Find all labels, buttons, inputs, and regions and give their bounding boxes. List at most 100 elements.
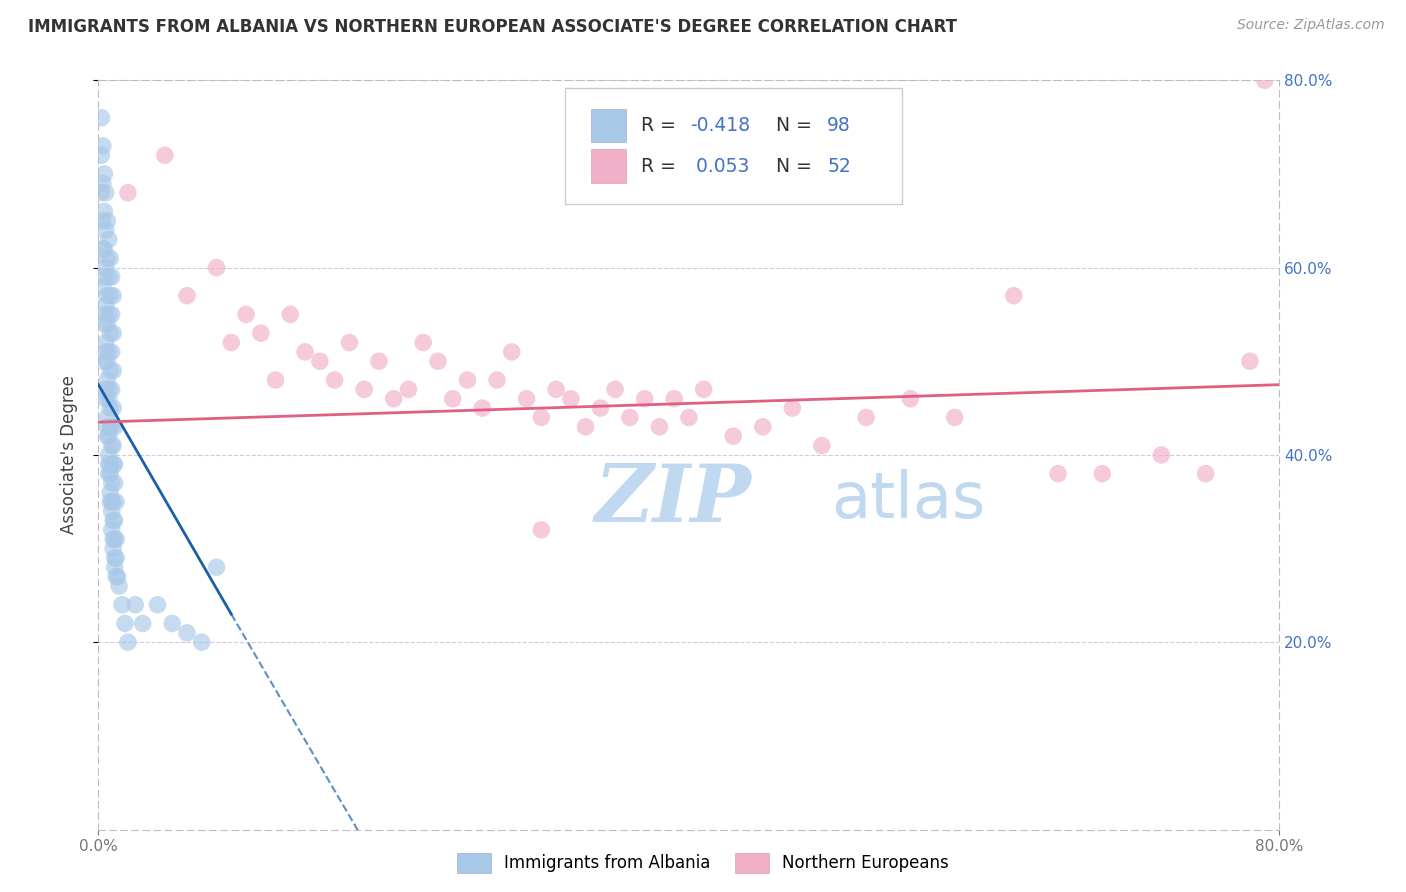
Point [105,532,128,546]
Point [98,420,121,434]
Point [124,598,146,612]
Point [100,344,122,359]
Point [486,373,509,387]
Point [501,344,523,359]
Point [93,204,115,219]
Point [98,289,121,303]
Point [782,401,804,416]
Point [191,635,214,649]
Point [96,373,118,387]
Point [98,252,121,266]
Point [294,344,316,359]
Point [103,326,125,340]
Bar [591,109,626,143]
Point [530,523,553,537]
Point [94,382,117,396]
Point [427,354,450,368]
Point [93,269,115,284]
Point [97,307,120,321]
Point [100,476,122,491]
Point [103,494,125,508]
Point [176,626,198,640]
Point [250,326,273,340]
Point [589,401,612,416]
Point [457,373,479,387]
Point [104,551,127,566]
Point [103,457,125,471]
Text: R =: R = [641,157,682,176]
Point [94,392,117,406]
Point [368,354,391,368]
Point [105,494,128,508]
Point [94,223,117,237]
Point [98,494,121,508]
Point [103,514,125,528]
Point [693,382,716,396]
Point [96,213,118,227]
Point [575,420,598,434]
Point [91,242,114,256]
Point [97,448,120,462]
Point [104,420,127,434]
Legend: Immigrants from Albania, Northern Europeans: Immigrants from Albania, Northern Europe… [450,847,956,880]
Point [280,307,302,321]
Point [98,485,121,500]
Point [546,382,568,396]
Point [132,616,155,631]
Point [96,420,118,434]
Point [398,382,420,396]
Text: 98: 98 [827,117,851,136]
Point [94,344,117,359]
Point [103,364,125,378]
Point [205,260,228,275]
Text: Source: ZipAtlas.com: Source: ZipAtlas.com [1237,18,1385,32]
Point [441,392,464,406]
Point [264,373,287,387]
Text: N =: N = [776,157,818,176]
Point [1091,467,1114,481]
Point [146,598,169,612]
Point [97,392,120,406]
Point [108,579,131,593]
Point [117,186,139,200]
Point [98,401,121,416]
Point [114,616,136,631]
Point [619,410,641,425]
Point [104,457,127,471]
Point [97,457,120,471]
Point [98,457,121,471]
Point [103,289,125,303]
Point [1150,448,1173,462]
Point [104,560,127,574]
Point [98,364,121,378]
Point [97,232,120,246]
Point [96,410,118,425]
Point [678,410,700,425]
Point [104,476,127,491]
Point [97,344,120,359]
Point [91,177,114,191]
Point [90,148,112,162]
Point [412,335,434,350]
Text: N =: N = [776,117,818,136]
Point [103,439,125,453]
Point [100,504,122,518]
Point [221,335,243,350]
Point [100,307,122,321]
Point [103,532,125,546]
Point [97,467,120,481]
Point [105,570,128,584]
Point [96,252,118,266]
Point [91,279,114,293]
Point [634,392,657,406]
Text: 52: 52 [827,157,851,176]
Point [1239,354,1261,368]
Point [648,420,671,434]
Text: 0.053: 0.053 [690,157,749,176]
Point [94,260,117,275]
Point [855,410,877,425]
Point [723,429,745,443]
Point [1254,73,1277,87]
Point [107,570,129,584]
Point [96,317,118,331]
